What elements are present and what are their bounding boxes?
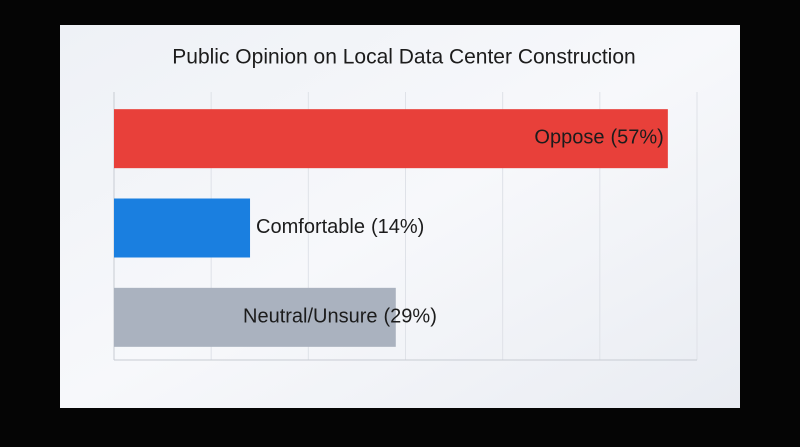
bar — [114, 287, 396, 347]
bar-label: Oppose (57%) — [534, 127, 663, 149]
bar — [114, 109, 668, 169]
value-label: (29%) — [384, 306, 437, 328]
bar-label: Neutral/Unsure (29%) — [243, 306, 437, 328]
category-label: Oppose — [534, 127, 604, 149]
chart-title: Public Opinion on Local Data Center Cons… — [172, 46, 635, 69]
category-label: Neutral/Unsure — [243, 306, 378, 328]
bar-label: Comfortable (14%) — [256, 216, 424, 238]
value-label: (14%) — [371, 216, 424, 238]
category-label: Comfortable — [256, 216, 365, 238]
bar — [114, 198, 251, 258]
value-label: (57%) — [610, 127, 663, 149]
plot-area: Oppose (57%) Comfortable (14%) Neutral/Unsur… — [113, 92, 698, 361]
